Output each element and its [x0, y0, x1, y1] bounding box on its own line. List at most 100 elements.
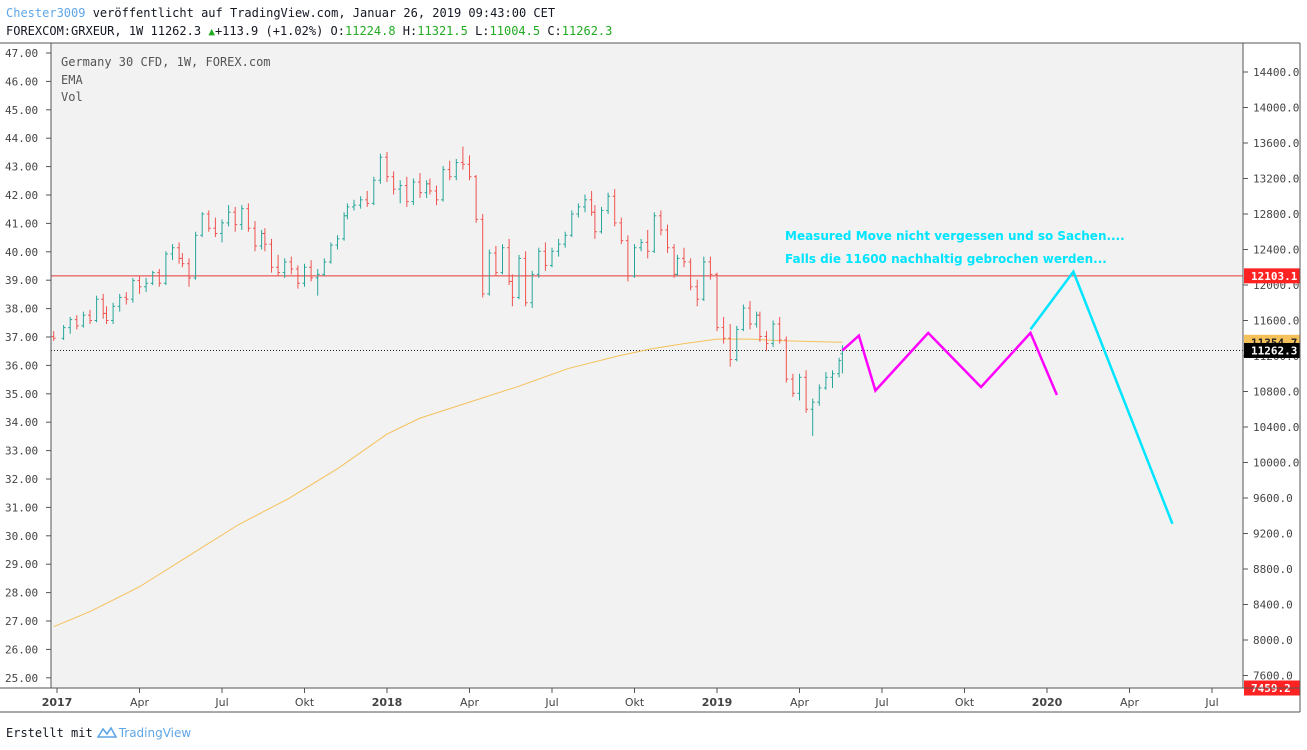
ohlc-bar	[51, 331, 56, 341]
ohlc-bar	[74, 315, 79, 330]
time-axis-label: 2018	[372, 696, 403, 709]
right-axis-tick-label: 10000.0	[1253, 457, 1299, 470]
annotation-text-1[interactable]: Measured Move nicht vergessen und so Sac…	[785, 229, 1125, 243]
time-axis[interactable]: 2017 Apr Jul Okt 2018 Apr Jul Okt 2019 Apr Jul Okt 2…	[42, 688, 1219, 709]
price-label-box	[1244, 342, 1300, 358]
close-label: C:	[540, 24, 562, 38]
ohlc-bar	[239, 205, 244, 230]
right-axis-tick-label: 12800.0	[1253, 208, 1299, 221]
time-axis-label: Apr	[130, 696, 150, 709]
ohlc-bar	[701, 256, 706, 301]
ohlc-bar	[599, 206, 604, 234]
close-value: 11262.3	[561, 24, 613, 38]
right-axis-tick-label: 13200.0	[1253, 173, 1299, 186]
ohlc-bar	[427, 178, 432, 195]
ohlc-bar	[460, 146, 465, 170]
time-axis-label: 2019	[702, 696, 733, 709]
ohlc-bar	[517, 254, 521, 300]
legend-ema[interactable]: EMA	[61, 73, 83, 87]
left-axis-tick-label: 26.00	[5, 643, 38, 656]
ohlc-bar	[163, 251, 168, 285]
ohlc-bar	[784, 336, 789, 383]
legend-series[interactable]: Germany 30 CFD, 1W, FOREX.com	[61, 55, 271, 69]
left-axis-tick-label: 33.00	[5, 445, 38, 458]
ohlc-bar	[328, 242, 333, 264]
ohlc-bar	[474, 174, 479, 223]
ohlc-bar	[454, 158, 459, 181]
left-axis-tick-label: 39.00	[5, 274, 38, 287]
ohlc-bar	[276, 254, 281, 277]
left-axis-tick-label: 40.00	[5, 246, 38, 259]
right-axis: 14400.0 14000.0 13600.0 13200.0 12800.0 12400…	[1243, 66, 1299, 683]
ohlc-bar	[226, 205, 231, 227]
left-axis-tick-label: 30.00	[5, 530, 38, 543]
author-link[interactable]: Chester3009	[6, 6, 86, 20]
left-axis-tick-label: 37.00	[5, 331, 38, 344]
left-axis-tick-label: 32.00	[5, 473, 38, 486]
ohlc-bar	[447, 160, 452, 181]
ohlc-bar	[708, 256, 713, 280]
ohlc-bar	[180, 253, 185, 268]
ohlc-bar	[104, 306, 109, 325]
ohlc-bar	[68, 316, 73, 334]
open-value: 11224.8	[345, 24, 396, 38]
right-axis-tick-label: 8400.0	[1253, 599, 1293, 612]
ohlc-bar	[144, 277, 149, 293]
ohlc-bar	[157, 269, 162, 287]
time-axis-label: Okt	[295, 696, 315, 709]
low-value: 11004.5	[489, 24, 541, 38]
ohlc-bar	[837, 357, 842, 378]
ohlc-bar	[480, 214, 485, 298]
ohlc-bar	[233, 206, 238, 232]
ohlc-bar	[130, 277, 135, 303]
up-triangle-icon: ▲	[208, 25, 215, 38]
ohlc-bar	[61, 324, 66, 341]
ohlc-bar	[675, 254, 680, 277]
ohlc-bar	[592, 205, 597, 239]
left-axis-tick-label: 34.00	[5, 416, 38, 429]
change-info: +113.9 (+1.02%)	[214, 24, 324, 38]
ohlc-bar	[741, 304, 746, 332]
ohlc-bar	[645, 229, 650, 259]
right-axis-tick-label: 8000.0	[1253, 634, 1293, 647]
ema-line	[53, 338, 843, 628]
ohlc-bar	[757, 311, 762, 342]
ohlc-bar	[556, 238, 561, 257]
tradingview-link[interactable]: TradingView	[118, 726, 192, 740]
ohlc-bar	[487, 249, 492, 296]
left-axis-tick-label: 44.00	[5, 132, 38, 145]
ohlc-bar	[530, 270, 535, 309]
footer: Erstellt mit TradingView	[6, 726, 191, 742]
right-axis-tick-label: 14000.0	[1253, 102, 1299, 115]
ohlc-bar	[632, 244, 637, 278]
projection-cyan-line[interactable]	[1029, 269, 1174, 525]
ohlc-bar	[797, 373, 802, 401]
right-axis-tick-label: 9200.0	[1253, 528, 1293, 541]
ohlc-bar	[771, 320, 776, 348]
ohlc-bar	[569, 210, 574, 238]
plot-background[interactable]	[51, 43, 1243, 688]
symbol-info: FOREXCOM:GRXEUR, 1W 11262.3	[6, 24, 202, 38]
ohlc-bar	[193, 231, 198, 280]
high-value: 11321.5	[417, 24, 468, 38]
left-axis-tick-label: 45.00	[5, 104, 38, 117]
ohlc-bar	[523, 251, 528, 307]
price-label-text: 12103.1	[1251, 270, 1298, 283]
legend-volume[interactable]: Vol	[61, 90, 83, 104]
left-axis-tick-label: 38.00	[5, 303, 38, 316]
time-axis-label: Apr	[1120, 696, 1140, 709]
projection-magenta-line[interactable]	[841, 330, 1059, 396]
ohlc-bar	[563, 231, 568, 248]
ohlc-bar	[315, 269, 320, 296]
ohlc-bar	[510, 274, 515, 307]
tradingview-logo-icon[interactable]	[96, 726, 118, 742]
left-axis-tick-label: 43.00	[5, 161, 38, 174]
annotation-text-2[interactable]: Falls die 11600 nachhaltig gebrochen wer…	[785, 252, 1107, 266]
left-axis-tick-label: 36.00	[5, 359, 38, 372]
ohlc-bar	[728, 324, 733, 367]
ohlc-bar	[246, 203, 251, 232]
ohlc-bar	[441, 166, 446, 202]
ohlc-bar	[124, 292, 129, 305]
